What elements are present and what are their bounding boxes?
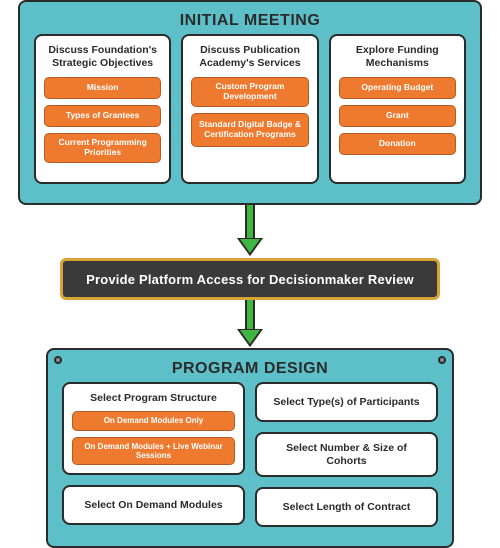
program-design-grid: Select Program Structure On Demand Modul… (62, 382, 438, 527)
initial-meeting-title: INITIAL MEETING (34, 12, 466, 30)
screw-icon (54, 356, 62, 364)
pill: On Demand Modules + Live Webinar Session… (72, 437, 235, 465)
card-title: Discuss Publication Academy's Services (191, 44, 308, 69)
initial-meeting-panel: INITIAL MEETING Discuss Foundation's Str… (18, 0, 482, 205)
platform-access-bar: Provide Platform Access for Decisionmake… (60, 258, 440, 300)
card-title: Select Type(s) of Participants (273, 396, 419, 409)
card-title: Select Program Structure (90, 392, 217, 405)
pill: Custom Program Development (191, 77, 308, 107)
pill: Donation (339, 133, 456, 155)
program-design-panel: PROGRAM DESIGN Select Program Structure … (46, 348, 454, 548)
card-on-demand-modules: Select On Demand Modules (62, 485, 245, 525)
card-title: Discuss Foundation's Strategic Objective… (44, 44, 161, 69)
pill: Standard Digital Badge & Certification P… (191, 113, 308, 147)
card-title: Select Number & Size of Cohorts (265, 442, 428, 467)
card-participant-types: Select Type(s) of Participants (255, 382, 438, 422)
col-funding-mechanisms: Explore Funding Mechanisms Operating Bud… (329, 34, 466, 184)
pill: Operating Budget (339, 77, 456, 99)
pill: Mission (44, 77, 161, 99)
arrow-down-icon (245, 205, 255, 257)
col-academy-services: Discuss Publication Academy's Services C… (181, 34, 318, 184)
pill: Grant (339, 105, 456, 127)
card-cohorts: Select Number & Size of Cohorts (255, 432, 438, 477)
pill: On Demand Modules Only (72, 411, 235, 431)
card-title: Select Length of Contract (283, 501, 411, 514)
col-strategic-objectives: Discuss Foundation's Strategic Objective… (34, 34, 171, 184)
card-contract-length: Select Length of Contract (255, 487, 438, 527)
right-column: Select Type(s) of Participants Select Nu… (255, 382, 438, 527)
program-design-title: PROGRAM DESIGN (62, 360, 438, 378)
card-title: Select On Demand Modules (84, 499, 222, 512)
left-column: Select Program Structure On Demand Modul… (62, 382, 245, 527)
initial-meeting-columns: Discuss Foundation's Strategic Objective… (34, 34, 466, 184)
platform-access-text: Provide Platform Access for Decisionmake… (86, 272, 414, 287)
card-title: Explore Funding Mechanisms (339, 44, 456, 69)
pill: Types of Grantees (44, 105, 161, 127)
arrow-down-icon (245, 300, 255, 348)
card-program-structure: Select Program Structure On Demand Modul… (62, 382, 245, 475)
pill: Current Programming Priorities (44, 133, 161, 163)
screw-icon (438, 356, 446, 364)
